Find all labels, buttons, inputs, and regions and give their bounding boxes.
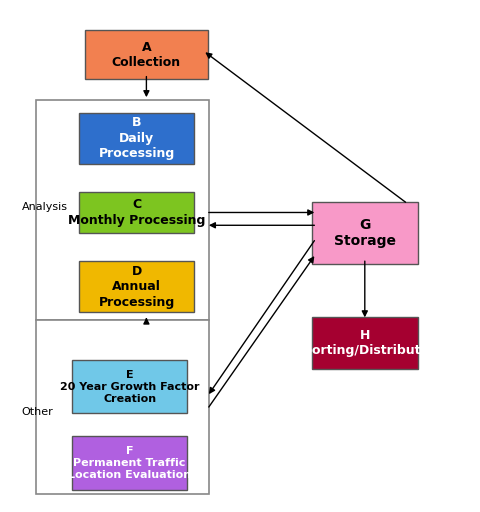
Text: E
20 Year Growth Factor
Creation: E 20 Year Growth Factor Creation — [60, 370, 199, 403]
FancyBboxPatch shape — [312, 317, 418, 369]
Bar — [36, 320, 209, 494]
FancyBboxPatch shape — [72, 436, 187, 490]
FancyBboxPatch shape — [79, 113, 194, 164]
Text: Other: Other — [22, 407, 53, 417]
FancyBboxPatch shape — [79, 261, 194, 312]
Text: A
Collection: A Collection — [112, 40, 181, 69]
Text: G
Storage: G Storage — [334, 218, 396, 248]
Text: F
Permanent Traffic
Location Evaluation: F Permanent Traffic Location Evaluation — [68, 446, 191, 480]
FancyBboxPatch shape — [79, 192, 194, 233]
Text: H
Reporting/Distribution: H Reporting/Distribution — [286, 329, 444, 357]
Text: Analysis: Analysis — [22, 202, 68, 212]
FancyBboxPatch shape — [312, 202, 418, 264]
Bar — [36, 100, 209, 320]
Text: D
Annual
Processing: D Annual Processing — [99, 265, 175, 309]
FancyBboxPatch shape — [72, 359, 187, 414]
FancyBboxPatch shape — [85, 31, 207, 79]
Text: C
Monthly Processing: C Monthly Processing — [68, 198, 205, 227]
Text: B
Daily
Processing: B Daily Processing — [99, 116, 175, 160]
